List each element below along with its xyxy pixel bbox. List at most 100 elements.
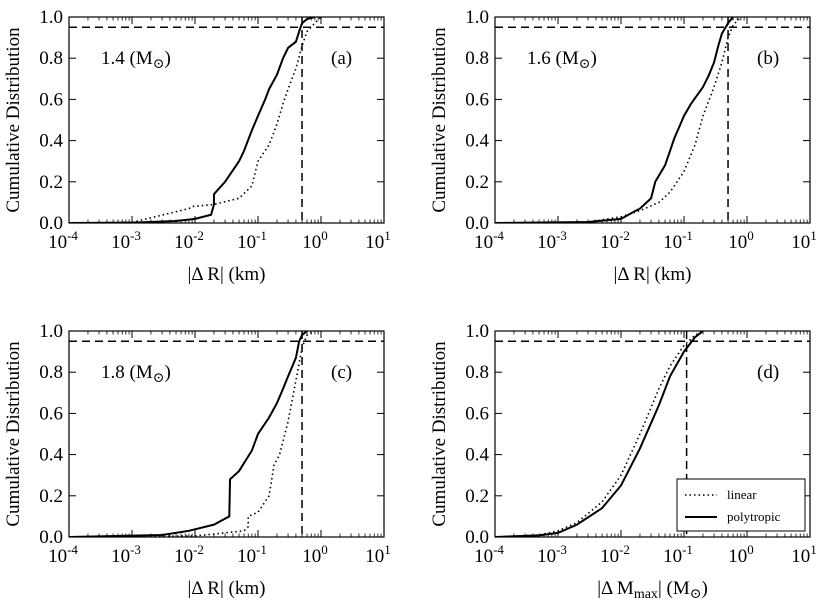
y-axis-title: Cumulative Distribution [3, 341, 24, 527]
y-tick-label: 0.4 [39, 131, 63, 152]
x-tick-exponent: 0 [747, 542, 754, 557]
x-tick-label: 100 [302, 542, 328, 567]
x-tick-base: 10 [365, 232, 384, 253]
x-tick-label: 10-1 [237, 542, 267, 567]
x-tick-exponent: 0 [321, 228, 328, 243]
mass-label-subscript: ⊙ [579, 57, 591, 72]
x-tick-base: 10 [600, 546, 619, 567]
x-tick-base: 10 [365, 546, 384, 567]
series-polytropic-line [495, 17, 734, 223]
x-tick-exponent: -1 [682, 228, 693, 243]
panel-letter: (a) [331, 48, 352, 69]
x-tick-exponent: -1 [682, 542, 693, 557]
y-tick-label: 0.2 [39, 172, 63, 193]
x-tick-exponent: -2 [193, 542, 204, 557]
panel-c: 10-4 10-3 10-2 10-1 100 1010.00.20.40.60.81.0… [3, 321, 391, 599]
y-tick-label: 1.0 [39, 321, 63, 342]
plot-frame [68, 16, 385, 224]
mass-label-subscript: ⊙ [153, 57, 165, 72]
x-tick-base: 10 [302, 232, 321, 253]
y-tick-label: 0.2 [465, 486, 489, 507]
y-tick-label: 0.0 [465, 213, 489, 234]
x-tick-base: 10 [474, 546, 493, 567]
y-axis-title: Cumulative Distribution [429, 341, 450, 527]
series-polytropic-line [69, 331, 308, 537]
x-axis-title: |Δ R| (km) [614, 264, 692, 285]
mass-label-value: 1.8 (M [101, 362, 153, 383]
x-tick-label: 101 [365, 542, 391, 567]
y-tick-label: 0.2 [465, 172, 489, 193]
y-tick-label: 0.6 [465, 89, 489, 110]
y-tick-label: 0.6 [39, 89, 63, 110]
x-tick-exponent: -4 [493, 542, 504, 557]
series-polytropic-line [495, 331, 704, 537]
x-tick-label: 10-3 [537, 228, 567, 253]
x-tick-base: 10 [663, 546, 682, 567]
x-tick-exponent: -3 [130, 228, 141, 243]
x-tick-base: 10 [111, 232, 130, 253]
mass-label: 1.6 (M⊙) [527, 48, 597, 72]
x-axis-title-subscript: max [634, 587, 658, 602]
y-tick-label: 1.0 [39, 7, 63, 28]
x-tick-exponent: -4 [67, 542, 78, 557]
x-tick-base: 10 [48, 232, 67, 253]
x-axis-title-unit: | (M [658, 578, 690, 599]
panel-d: 10-4 10-3 10-2 10-1 100 1010.00.20.40.60.81.0… [429, 321, 817, 602]
x-axis-title-close: ) [701, 578, 707, 599]
x-tick-label: 10-2 [600, 542, 630, 567]
y-tick-label: 0.8 [465, 48, 489, 69]
x-tick-exponent: -1 [256, 542, 267, 557]
x-tick-base: 10 [174, 546, 193, 567]
mass-label: 1.8 (M⊙) [101, 362, 171, 386]
x-tick-label: 10-1 [237, 228, 267, 253]
y-tick-label: 1.0 [465, 7, 489, 28]
x-tick-label: 100 [728, 228, 754, 253]
x-tick-label: 10-2 [174, 228, 204, 253]
y-tick-label: 0.6 [39, 403, 63, 424]
plot-frame [68, 330, 385, 538]
series-polytropic-line [69, 17, 316, 223]
x-tick-label: 101 [791, 228, 817, 253]
y-axis-title: Cumulative Distribution [429, 27, 450, 213]
x-tick-base: 10 [111, 546, 130, 567]
x-tick-base: 10 [302, 546, 321, 567]
x-tick-base: 10 [237, 546, 256, 567]
series-linear-line [69, 331, 316, 537]
x-tick-exponent: -3 [556, 542, 567, 557]
x-tick-label: 101 [791, 542, 817, 567]
x-tick-base: 10 [48, 546, 67, 567]
x-axis-title: |Δ Mmax| (M⊙) [597, 578, 708, 602]
x-tick-exponent: 1 [810, 228, 817, 243]
x-tick-label: 100 [302, 228, 328, 253]
x-tick-base: 10 [537, 546, 556, 567]
x-axis-title: |Δ R| (km) [188, 264, 266, 285]
x-axis-title-unit-subscript: ⊙ [690, 587, 702, 602]
x-tick-exponent: -1 [256, 228, 267, 243]
x-tick-base: 10 [791, 232, 810, 253]
x-tick-exponent: 1 [384, 542, 391, 557]
x-tick-base: 10 [663, 232, 682, 253]
panel-letter: (b) [757, 48, 779, 69]
mass-label-close: ) [590, 48, 596, 69]
y-tick-label: 0.4 [39, 445, 63, 466]
plot-frame [494, 16, 811, 224]
legend-box [676, 478, 806, 532]
mass-label-value: 1.4 (M [101, 48, 153, 69]
x-tick-base: 10 [728, 546, 747, 567]
x-axis-title-main: |Δ M [597, 578, 634, 599]
x-tick-exponent: -3 [130, 542, 141, 557]
x-tick-label: 10-1 [663, 228, 693, 253]
x-tick-label: 10-4 [48, 228, 78, 253]
y-tick-label: 0.2 [39, 486, 63, 507]
x-tick-base: 10 [537, 232, 556, 253]
panel-a: 10-4 10-3 10-2 10-1 100 1010.00.20.40.60.81.0… [3, 7, 391, 285]
series-linear-line [495, 17, 742, 223]
mass-label-close: ) [164, 48, 170, 69]
x-tick-label: 10-4 [48, 542, 78, 567]
y-tick-label: 0.8 [39, 48, 63, 69]
series-linear-line [495, 331, 704, 537]
y-axis-title: Cumulative Distribution [3, 27, 24, 213]
x-tick-base: 10 [474, 232, 493, 253]
y-tick-label: 0.0 [39, 527, 63, 548]
